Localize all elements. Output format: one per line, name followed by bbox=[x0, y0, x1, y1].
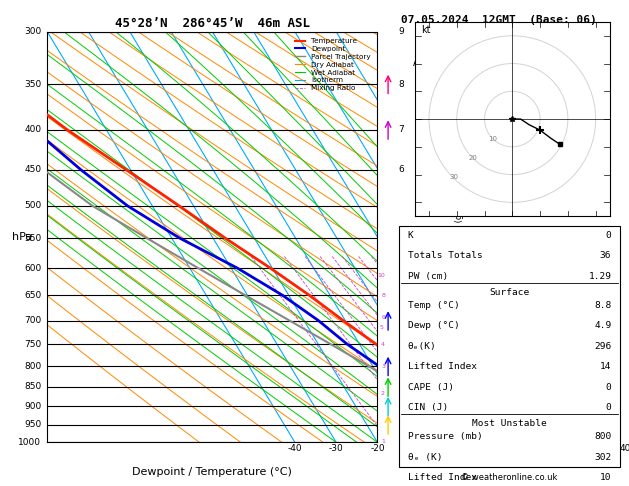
Text: 450: 450 bbox=[24, 165, 42, 174]
Text: -10: -10 bbox=[411, 444, 426, 452]
Text: CIN (J): CIN (J) bbox=[408, 403, 448, 412]
Text: 0: 0 bbox=[606, 382, 611, 392]
Text: 6: 6 bbox=[399, 165, 404, 174]
Text: K: K bbox=[408, 231, 413, 240]
Text: 10: 10 bbox=[488, 136, 498, 141]
Text: 400: 400 bbox=[24, 125, 42, 134]
Text: 20: 20 bbox=[469, 155, 478, 161]
Text: -40: -40 bbox=[287, 444, 302, 452]
Text: 650: 650 bbox=[24, 291, 42, 300]
Text: 30: 30 bbox=[450, 174, 459, 180]
Text: 3: 3 bbox=[382, 364, 386, 369]
Text: Lifted Index: Lifted Index bbox=[408, 362, 477, 371]
Text: © weatheronline.co.uk: © weatheronline.co.uk bbox=[461, 473, 558, 482]
Text: 45°28’N  286°45’W  46m ASL: 45°28’N 286°45’W 46m ASL bbox=[114, 17, 310, 30]
Text: 1: 1 bbox=[399, 402, 404, 411]
Text: 07.05.2024  12GMT  (Base: 06): 07.05.2024 12GMT (Base: 06) bbox=[401, 15, 597, 25]
Text: Lifted Index: Lifted Index bbox=[408, 473, 477, 482]
Text: km: km bbox=[415, 38, 430, 48]
Text: ASL: ASL bbox=[413, 58, 431, 69]
Text: PW (cm): PW (cm) bbox=[408, 272, 448, 280]
Text: 7: 7 bbox=[399, 125, 404, 134]
Text: 8.8: 8.8 bbox=[594, 301, 611, 310]
Text: 3: 3 bbox=[399, 316, 404, 325]
Text: 1000: 1000 bbox=[18, 438, 42, 447]
Text: 700: 700 bbox=[24, 316, 42, 325]
Text: 950: 950 bbox=[24, 420, 42, 429]
Text: 500: 500 bbox=[24, 201, 42, 210]
Text: 20: 20 bbox=[537, 444, 548, 452]
Text: 1.29: 1.29 bbox=[588, 272, 611, 280]
Text: 800: 800 bbox=[594, 432, 611, 441]
Text: -30: -30 bbox=[329, 444, 343, 452]
Text: Temp (°C): Temp (°C) bbox=[408, 301, 459, 310]
Text: 36: 36 bbox=[600, 251, 611, 260]
Text: 40: 40 bbox=[620, 444, 629, 452]
Text: kt: kt bbox=[421, 25, 430, 35]
Text: LCL: LCL bbox=[399, 420, 415, 429]
Text: Most Unstable: Most Unstable bbox=[472, 419, 547, 428]
Text: 10: 10 bbox=[496, 444, 507, 452]
Text: 296: 296 bbox=[594, 342, 611, 351]
Text: 5: 5 bbox=[380, 325, 384, 330]
Text: 300: 300 bbox=[24, 27, 42, 36]
Text: 8: 8 bbox=[399, 80, 404, 88]
Text: 800: 800 bbox=[24, 362, 42, 371]
Text: 1: 1 bbox=[382, 439, 386, 444]
Legend: Temperature, Dewpoint, Parcel Trajectory, Dry Adiabat, Wet Adiabat, Isotherm, Mi: Temperature, Dewpoint, Parcel Trajectory… bbox=[292, 35, 374, 94]
Text: 0: 0 bbox=[606, 403, 611, 412]
Text: 0: 0 bbox=[457, 444, 463, 452]
Text: hPa: hPa bbox=[13, 232, 33, 242]
Text: 4.9: 4.9 bbox=[594, 321, 611, 330]
Text: 14: 14 bbox=[600, 362, 611, 371]
Text: 8: 8 bbox=[381, 293, 386, 297]
Text: 30: 30 bbox=[578, 444, 589, 452]
Text: Dewp (°C): Dewp (°C) bbox=[408, 321, 459, 330]
Text: -20: -20 bbox=[370, 444, 385, 452]
Text: Mixing Ratio (g/kg): Mixing Ratio (g/kg) bbox=[455, 197, 464, 277]
Text: 2: 2 bbox=[381, 391, 385, 396]
Text: Pressure (mb): Pressure (mb) bbox=[408, 432, 482, 441]
Text: 4: 4 bbox=[381, 342, 384, 347]
Text: 900: 900 bbox=[24, 402, 42, 411]
Text: 600: 600 bbox=[24, 263, 42, 273]
Text: 9: 9 bbox=[399, 27, 404, 36]
Text: 0: 0 bbox=[606, 231, 611, 240]
Text: 5: 5 bbox=[399, 234, 404, 243]
Text: 302: 302 bbox=[594, 452, 611, 462]
Text: 850: 850 bbox=[24, 382, 42, 391]
Text: 6: 6 bbox=[382, 314, 386, 320]
Text: 10: 10 bbox=[377, 273, 385, 278]
Text: 4: 4 bbox=[399, 263, 404, 273]
Text: 550: 550 bbox=[24, 234, 42, 243]
Text: 2: 2 bbox=[399, 362, 404, 371]
Text: Surface: Surface bbox=[489, 288, 530, 297]
Text: 350: 350 bbox=[24, 80, 42, 88]
Text: θₑ (K): θₑ (K) bbox=[408, 452, 442, 462]
Text: 750: 750 bbox=[24, 340, 42, 348]
Text: 10: 10 bbox=[600, 473, 611, 482]
Text: θₑ(K): θₑ(K) bbox=[408, 342, 437, 351]
Text: Dewpoint / Temperature (°C): Dewpoint / Temperature (°C) bbox=[132, 467, 292, 477]
Text: Totals Totals: Totals Totals bbox=[408, 251, 482, 260]
Text: CAPE (J): CAPE (J) bbox=[408, 382, 454, 392]
